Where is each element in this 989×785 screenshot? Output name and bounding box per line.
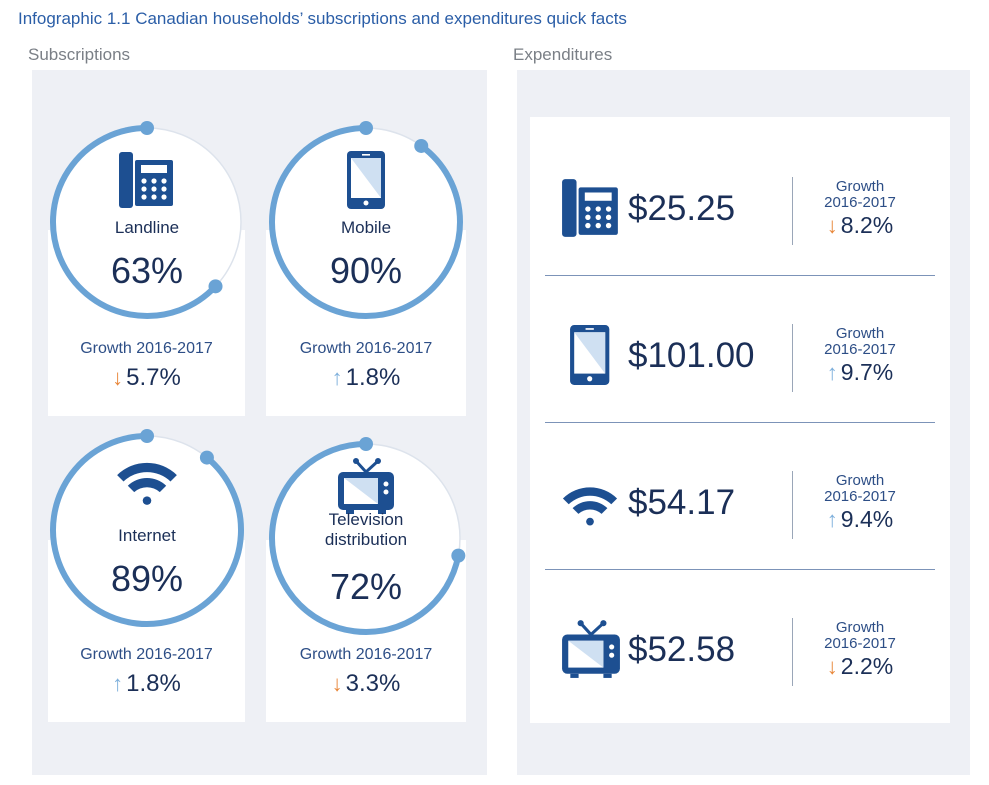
subscription-percent: 90% <box>329 250 403 291</box>
arrow-down-icon: ↓ <box>112 365 124 390</box>
subscription-name: Mobile <box>340 218 392 237</box>
landline-phone-icon <box>115 150 179 215</box>
growth-percent: 8.2% <box>840 212 894 238</box>
growth-percent: 5.7% <box>126 364 181 391</box>
subscription-percent: 63% <box>110 250 184 291</box>
arrow-down-icon: ↓ <box>331 671 343 696</box>
growth-value: ↓ 2.2% <box>800 652 920 681</box>
arrow-up-icon: ↑ <box>826 360 838 385</box>
row-separator <box>545 569 935 570</box>
divider <box>792 177 793 245</box>
subscription-percent: 89% <box>110 558 184 599</box>
growth-label: Growth <box>835 325 885 342</box>
arrow-down-icon: ↓ <box>826 213 838 238</box>
expenditure-row: $54.17 Growth 2016-2017 ↑ 9.4% <box>530 421 950 567</box>
growth-value: ↓ 8.2% <box>800 211 920 240</box>
progress-ring <box>269 437 466 635</box>
expenditure-amount: $54.17 <box>628 483 736 522</box>
mobile-phone-icon <box>334 150 398 215</box>
growth-block: Growth 2016-2017 ↑ 9.7% <box>800 326 920 387</box>
expenditure-amount: $25.25 <box>628 189 736 228</box>
growth-label: Growth 2016-2017 <box>80 646 213 663</box>
growth-value: ↑ 9.4% <box>800 505 920 534</box>
growth-block: Growth 2016-2017 ↓ 8.2% <box>800 179 920 240</box>
mobile-phone-icon <box>560 324 620 391</box>
growth-years: 2016-2017 <box>824 635 896 652</box>
growth-percent: 2.2% <box>840 653 894 679</box>
growth-value: ↓ 3.3% <box>266 670 466 698</box>
divider <box>792 618 793 686</box>
television-icon <box>334 456 398 521</box>
landline-phone-icon <box>560 177 620 244</box>
growth-label: Growth <box>835 178 885 195</box>
expenditure-row: $52.58 Growth 2016-2017 ↓ 2.2% <box>530 568 950 714</box>
subscription-name: Internet <box>118 526 176 545</box>
television-icon <box>560 618 620 685</box>
arrow-up-icon: ↑ <box>826 507 838 532</box>
growth-percent: 1.8% <box>345 364 401 391</box>
growth-label: Growth 2016-2017 <box>80 340 213 357</box>
row-separator <box>545 422 935 423</box>
arrow-up-icon: ↑ <box>331 365 343 390</box>
ring-progress-arc <box>269 125 463 319</box>
expenditure-row: $25.25 Growth 2016-2017 ↓ 8.2% <box>530 127 950 273</box>
ring-endpoint <box>359 437 373 451</box>
growth-block: Growth 2016-2017 ↓ 2.2% <box>800 620 920 681</box>
ring-progress-arc <box>269 441 462 635</box>
ring-endpoint <box>359 121 373 135</box>
progress-ring <box>50 121 242 319</box>
growth-value: ↑ 1.8% <box>48 670 245 698</box>
expenditures-heading: Expenditures <box>513 45 613 64</box>
arrow-up-icon: ↑ <box>112 671 124 696</box>
growth-value: ↑ 9.7% <box>800 358 920 387</box>
growth-block: Growth 2016-2017 ↑ 9.4% <box>800 473 920 534</box>
ring-endpoint <box>199 450 214 465</box>
growth-percent: 9.4% <box>840 506 894 532</box>
growth-value: ↓ 5.7% <box>48 364 245 392</box>
ring-endpoint <box>208 279 223 294</box>
growth-label: Growth <box>835 472 885 489</box>
divider <box>792 324 793 392</box>
subscription-name: Landline <box>114 218 180 237</box>
subscription-percent: 72% <box>329 566 403 607</box>
growth-years: 2016-2017 <box>824 194 896 211</box>
growth-label: Growth <box>835 619 885 636</box>
growth-label: Growth 2016-2017 <box>299 340 433 357</box>
wifi-icon <box>115 458 179 511</box>
ring-progress-arc <box>50 433 244 627</box>
ring-progress-arc <box>50 125 218 319</box>
subscription-name: Television distribution <box>324 510 408 549</box>
growth-percent: 3.3% <box>345 670 401 697</box>
expenditures-list: $25.25 Growth 2016-2017 ↓ 8.2% $101.00 Growth 2… <box>530 117 950 723</box>
growth-value: ↑ 1.8% <box>266 364 466 392</box>
progress-ring <box>269 121 463 319</box>
divider <box>792 471 793 539</box>
ring-endpoint <box>414 138 429 153</box>
ring-endpoint <box>451 548 466 563</box>
expenditure-amount: $101.00 <box>628 336 755 375</box>
subscriptions-heading: Subscriptions <box>28 45 131 64</box>
expenditure-amount: $52.58 <box>628 630 736 669</box>
growth-percent: 1.8% <box>126 670 181 697</box>
expenditure-row: $101.00 Growth 2016-2017 ↑ 9.7% <box>530 274 950 420</box>
infographic-title: Infographic 1.1 Canadian households’ sub… <box>18 9 627 28</box>
ring-endpoint <box>140 429 154 443</box>
growth-years: 2016-2017 <box>824 488 896 505</box>
growth-label: Growth 2016-2017 <box>299 646 433 663</box>
growth-percent: 9.7% <box>840 359 894 385</box>
row-separator <box>545 275 935 276</box>
progress-ring <box>50 429 244 627</box>
growth-years: 2016-2017 <box>824 341 896 358</box>
arrow-down-icon: ↓ <box>826 654 838 679</box>
ring-endpoint <box>140 121 154 135</box>
wifi-icon <box>560 483 620 532</box>
